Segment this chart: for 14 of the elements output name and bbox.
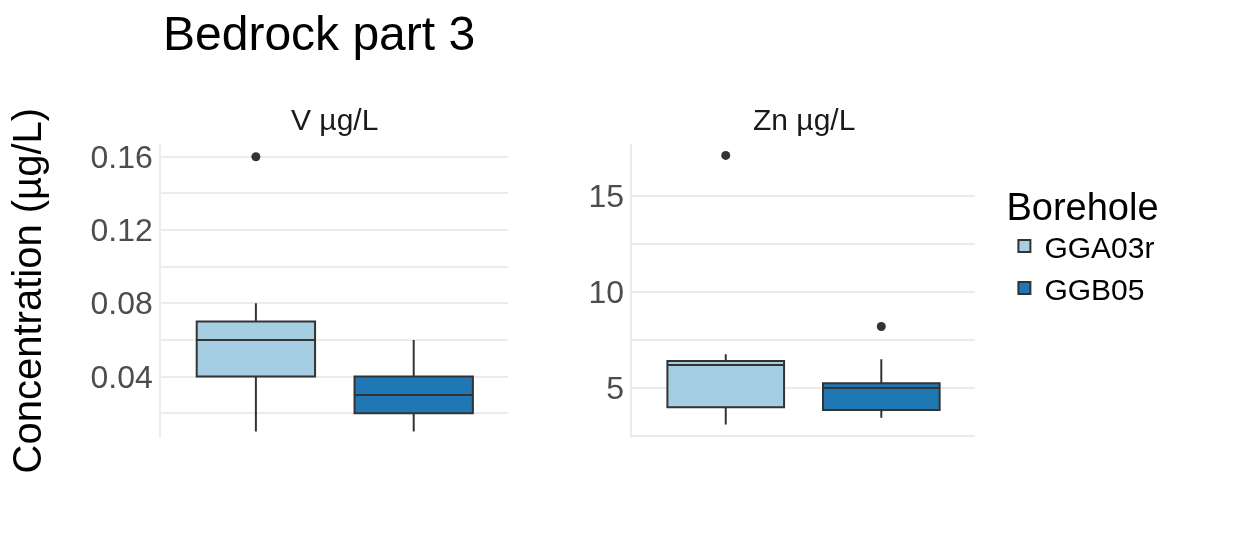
legend-label: GGA03r — [1044, 230, 1155, 264]
y-tick-label: 15 — [588, 177, 624, 214]
y-tick-label: 10 — [588, 274, 624, 311]
y-tick-label: 0.04 — [90, 358, 153, 395]
chart-title: Bedrock part 3 — [163, 7, 476, 60]
y-axis-title: Concentration (µg/L) — [4, 107, 49, 474]
y-tick-label: 0.08 — [90, 285, 153, 322]
y-tick-label: 0.12 — [90, 212, 153, 249]
chart-subtitle: V µg/L — [291, 103, 379, 136]
chart-subtitle: Zn µg/L — [753, 103, 856, 136]
legend-label: GGB05 — [1044, 272, 1145, 306]
y-tick-label: 0.16 — [90, 138, 153, 175]
legend-title: Borehole — [1006, 186, 1159, 228]
y-tick-label: 5 — [606, 370, 624, 407]
